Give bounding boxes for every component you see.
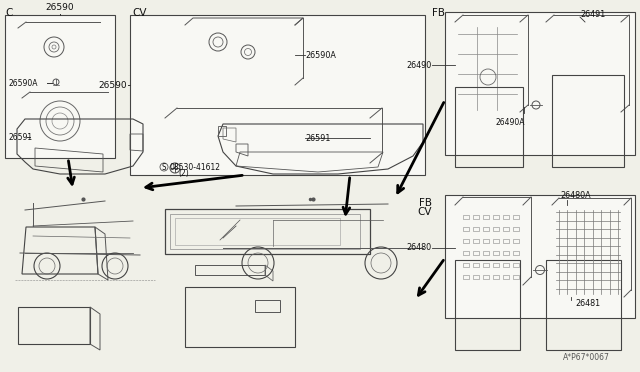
Text: 08530-41612: 08530-41612 [170, 163, 221, 171]
Polygon shape [445, 195, 635, 318]
Bar [513, 215, 519, 219]
Bar [493, 239, 499, 243]
Bar [483, 275, 489, 279]
Bar [513, 251, 519, 255]
Text: 26590: 26590 [45, 3, 74, 12]
Bar [463, 263, 469, 267]
Bar [473, 251, 479, 255]
Polygon shape [130, 15, 425, 175]
Text: 26491: 26491 [580, 10, 605, 19]
Bar [473, 263, 479, 267]
Bar [473, 215, 479, 219]
Bar [493, 227, 499, 231]
Text: 26590: 26590 [99, 80, 127, 90]
Bar [473, 227, 479, 231]
Bar [463, 227, 469, 231]
Bar [503, 227, 509, 231]
Bar [473, 275, 479, 279]
Bar [483, 227, 489, 231]
Text: CV: CV [132, 8, 147, 18]
Bar [513, 227, 519, 231]
Bar [463, 215, 469, 219]
Text: 26480A: 26480A [560, 191, 591, 200]
Bar [503, 239, 509, 243]
Bar [493, 275, 499, 279]
Text: S: S [162, 163, 166, 171]
Text: 26490A: 26490A [495, 118, 525, 126]
Bar [493, 215, 499, 219]
Text: (2): (2) [178, 169, 189, 177]
Bar [483, 215, 489, 219]
Text: 26590A: 26590A [305, 51, 336, 60]
Text: 26480: 26480 [407, 244, 432, 253]
Text: FB: FB [432, 8, 445, 18]
Polygon shape [5, 15, 115, 158]
Bar [463, 239, 469, 243]
Bar [503, 263, 509, 267]
Text: 26590A: 26590A [8, 78, 38, 87]
Bar [463, 275, 469, 279]
Bar [503, 215, 509, 219]
Bar [513, 263, 519, 267]
Text: 26591: 26591 [305, 134, 330, 142]
Polygon shape [445, 12, 635, 155]
Bar [483, 263, 489, 267]
Bar [473, 239, 479, 243]
Text: FB: FB [419, 198, 432, 208]
Text: 26481: 26481 [575, 298, 600, 308]
Bar [463, 251, 469, 255]
Bar [513, 275, 519, 279]
Bar [503, 275, 509, 279]
Bar [503, 251, 509, 255]
Text: CV: CV [417, 207, 432, 217]
Text: 26591: 26591 [8, 132, 32, 141]
Text: C: C [5, 8, 12, 18]
Bar [493, 263, 499, 267]
Text: 26490: 26490 [407, 61, 432, 70]
Bar [483, 239, 489, 243]
Bar [493, 251, 499, 255]
Bar [483, 251, 489, 255]
Text: A*P67*0067: A*P67*0067 [563, 353, 610, 362]
Bar [513, 239, 519, 243]
